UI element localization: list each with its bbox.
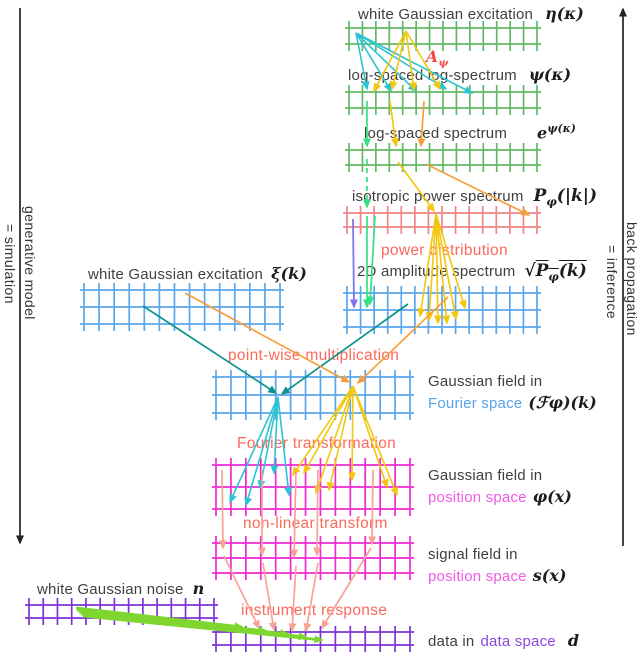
fourier-grid [212, 370, 414, 420]
label-data: data in data space d [428, 631, 580, 650]
symbol-s: s(x) [532, 566, 567, 585]
label-fourier-transformation: Fourier transformation [237, 435, 397, 452]
label-amplitude-spectrum: 2D amplitude spectrum √Pφ(k) [357, 261, 587, 284]
label-instrument-response: instrument response [241, 602, 388, 619]
right-axis-equivalence: = inference [604, 245, 620, 320]
symbol-data: d [567, 631, 580, 650]
label-noise: white Gaussian noise n [37, 579, 205, 598]
symbol-xi: ξ(k) [271, 264, 307, 283]
amplitude-grid [343, 286, 541, 334]
label-position-space-s: position space [428, 568, 527, 585]
label-signal-field: signal field in position space s(x) [428, 546, 567, 585]
symbol-psi: ψ(κ) [528, 65, 572, 84]
label-power-spectrum: isotropic power spectrum Pφ(|k|) [352, 186, 598, 209]
left-axis-equivalence: = simulation [2, 224, 18, 304]
label-position-space-phi: position space [428, 489, 527, 506]
signal-grid [212, 536, 414, 580]
symbol-power-spectrum: Pφ(|k|) [533, 186, 598, 209]
data-grid [212, 626, 414, 652]
power-grid [343, 206, 541, 234]
label-pointwise-multiplication: point-wise multiplication [228, 347, 400, 364]
label-power-distribution: power distribution [381, 242, 508, 259]
symbol-exp-psi: eψ(κ) [537, 122, 576, 143]
left-axis-label: generative model [22, 206, 38, 320]
label-xi: white Gaussian excitation ξ(k) [88, 264, 307, 283]
noise-grid [25, 598, 218, 625]
label-eta: white Gaussian excitation η(κ) [358, 4, 584, 23]
symbol-fourier-field: (ℱφ)(k) [528, 393, 597, 412]
symbol-phi: φ(x) [532, 487, 572, 506]
symbol-eta: η(κ) [545, 4, 584, 23]
symbol-amplitude-spectrum: √Pφ(k) [524, 261, 587, 284]
exp-psi-grid [345, 143, 541, 172]
label-data-space: data space [480, 633, 556, 650]
label-fourier-field: Gaussian field in Fourier space (ℱφ)(k) [428, 373, 597, 412]
label-phi-field: Gaussian field in position space φ(x) [428, 467, 572, 506]
phi-grid [212, 458, 414, 516]
xi-grid [80, 283, 284, 331]
label-fourier-space: Fourier space [428, 395, 523, 412]
symbol-noise: n [192, 579, 205, 598]
label-exp-psi: log-spaced spectrum eψ(κ) [364, 122, 576, 143]
psi-grid [345, 85, 541, 115]
label-nonlinear-transform: non-linear transform [243, 515, 388, 532]
right-axis-label: back propagation [624, 222, 640, 336]
label-psi: log-spaced log-spectrum ψ(κ) [348, 65, 572, 84]
